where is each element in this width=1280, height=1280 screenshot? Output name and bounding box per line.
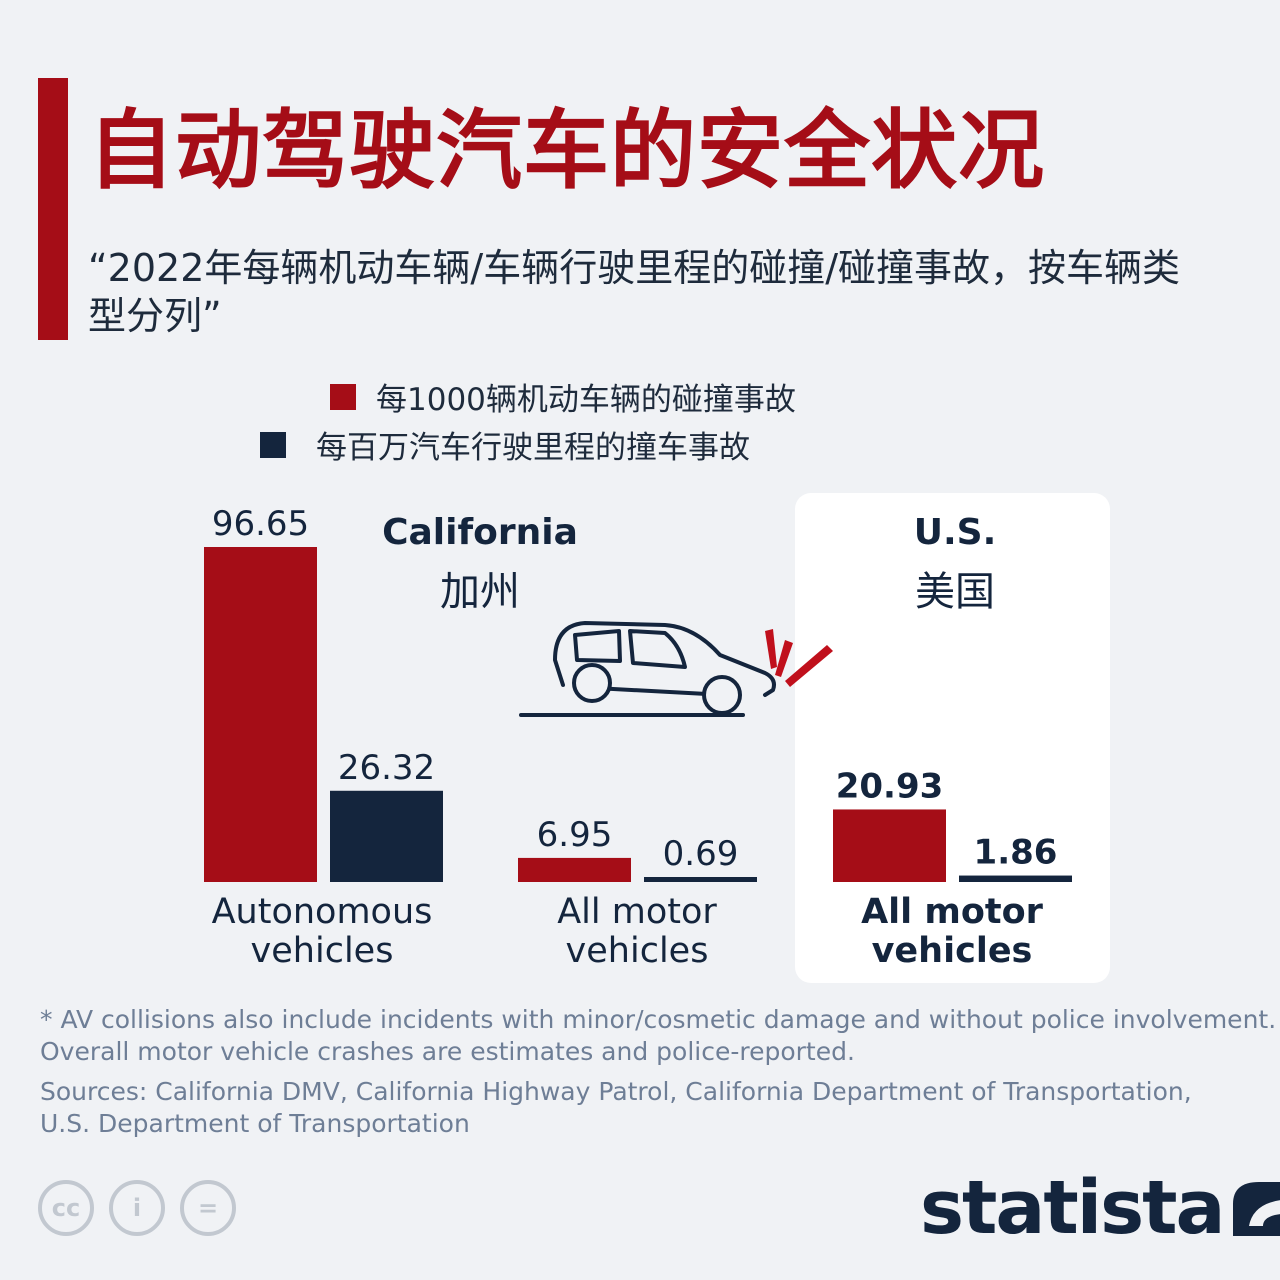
bar [330,790,443,882]
legend-item-crashes-per-million-miles: 每百万汽车行驶里程的撞车事故 [260,422,750,467]
region-california: California 加州 [380,512,580,617]
category-label: Autonomous [212,892,433,932]
legend-swatch-red [330,383,356,410]
region-us: U.S. 美国 [855,512,1055,617]
legend-item-collisions-per-1000: 每1000辆机动车辆的碰撞事故 [330,374,796,419]
bar-value-label: 26.32 [338,748,435,788]
footnote-line: * AV collisions also include incidents w… [40,1005,1277,1034]
statista-logo: statista [920,1168,1280,1248]
bar [959,875,1072,882]
bar-value-label: 6.95 [537,815,613,855]
bar-value-label: 1.86 [974,833,1058,873]
us-highlight-panel [795,493,1110,983]
no-derivatives-icon: = [180,1180,236,1236]
sources-line: Sources: California DMV, California High… [40,1077,1192,1106]
bar [644,877,757,882]
cc-icon: cc [38,1180,94,1236]
category-label: vehicles [251,931,394,971]
bar-value-label: 0.69 [663,834,739,874]
region-label-en: California [382,512,578,553]
category-label: All motor [861,892,1044,932]
sources-line: U.S. Department of Transportation [40,1109,470,1138]
legend-label: 每百万汽车行驶里程的撞车事故 [316,430,750,466]
bar [518,857,631,882]
bar-value-label: 96.65 [212,504,309,544]
footnote-line: Overall motor vehicle crashes are estima… [40,1037,855,1066]
region-label-cn: 美国 [915,569,995,615]
car-crash-icon [519,621,833,717]
category-label: All motor [557,892,717,932]
statista-wordmark: statista [920,1165,1225,1251]
region-label-cn: 加州 [440,569,520,615]
page-title: 自动驾驶汽车的安全状况 [88,101,1045,201]
category-label: vehicles [872,931,1033,971]
license-icons: cc i = [38,1180,236,1236]
legend-swatch-navy [260,431,286,458]
legend-label: 每1000辆机动车辆的碰撞事故 [376,382,796,418]
statista-logo-mark-icon [1233,1182,1280,1236]
bar [204,547,317,882]
footnote: * AV collisions also include incidents w… [40,1004,1276,1068]
page-subtitle: “2022年每辆机动车辆/车辆行驶里程的碰撞/碰撞事故，按车辆类型分列” [88,246,1181,338]
attribution-icon: i [109,1180,165,1236]
bar [833,809,946,882]
sources: Sources: California DMV, California High… [40,1076,1192,1140]
category-label: vehicles [566,931,709,971]
bar-value-label: 20.93 [836,766,944,806]
region-label-en: U.S. [913,512,997,553]
title-accent-bar [38,78,68,340]
